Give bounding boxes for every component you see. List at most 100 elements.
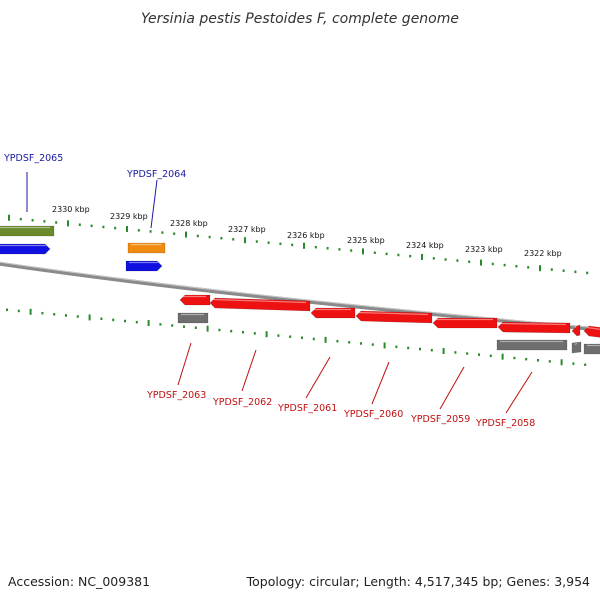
minor-tick xyxy=(385,252,388,256)
minor-tick xyxy=(76,315,79,318)
feature-gray-1 xyxy=(177,312,209,324)
major-tick xyxy=(501,353,504,360)
minor-tick xyxy=(171,324,174,327)
minor-tick xyxy=(114,226,117,230)
kbp-label: 2328 kbp xyxy=(170,219,208,228)
minor-tick xyxy=(173,232,176,235)
feature-red-edge xyxy=(583,325,600,338)
major-tick xyxy=(480,259,482,266)
minor-tick xyxy=(407,346,410,350)
kbp-label: 2327 kbp xyxy=(228,225,266,234)
minor-tick xyxy=(267,241,270,244)
minor-tick xyxy=(360,342,362,345)
feature-red-2060 xyxy=(355,310,433,324)
major-tick xyxy=(265,331,268,338)
minor-tick xyxy=(102,225,105,229)
major-tick xyxy=(539,265,541,272)
gene-leader-line xyxy=(305,356,331,399)
minor-tick xyxy=(220,236,223,240)
inner-tick-track xyxy=(6,308,587,366)
gene-leader-line xyxy=(241,349,257,392)
minor-tick xyxy=(149,230,152,233)
minor-tick xyxy=(336,339,339,343)
minor-tick xyxy=(208,235,211,239)
minor-tick xyxy=(489,354,492,358)
feature-red-2062 xyxy=(209,297,311,312)
minor-tick xyxy=(17,309,20,313)
minor-tick xyxy=(525,357,528,361)
feature-track xyxy=(0,225,600,355)
major-tick xyxy=(421,253,423,260)
minor-tick xyxy=(395,345,398,349)
feature-red-2059 xyxy=(432,317,498,329)
minor-tick xyxy=(100,317,103,321)
minor-tick xyxy=(548,360,551,363)
feature-orange-1 xyxy=(127,242,166,254)
feature-red-edge-highlight xyxy=(586,326,600,330)
minor-tick xyxy=(90,224,93,228)
minor-tick xyxy=(430,348,433,352)
minor-tick xyxy=(456,259,459,262)
gene-label: YPDSF_2064 xyxy=(126,169,186,180)
minor-tick xyxy=(468,260,471,263)
major-tick xyxy=(383,342,386,349)
feature-blue-2 xyxy=(125,260,163,272)
major-tick xyxy=(185,231,187,238)
minor-tick xyxy=(55,221,58,224)
minor-tick xyxy=(196,234,199,238)
feature-red-2061 xyxy=(310,307,356,319)
gene-leader-line xyxy=(150,179,158,229)
minor-tick xyxy=(65,314,67,317)
minor-tick xyxy=(137,229,140,232)
outer-tick-track xyxy=(8,214,589,275)
minor-tick xyxy=(19,217,22,221)
feature-green-1 xyxy=(0,225,55,237)
minor-tick xyxy=(112,318,115,322)
minor-tick xyxy=(277,334,280,337)
minor-tick xyxy=(397,253,400,257)
minor-tick xyxy=(159,323,162,326)
major-tick xyxy=(8,214,10,221)
minor-tick xyxy=(232,238,235,241)
kbp-label: 2325 kbp xyxy=(347,236,385,245)
minor-tick xyxy=(43,220,46,223)
minor-tick xyxy=(432,257,435,260)
genome-summary-text: Topology: circular; Length: 4,517,345 bp… xyxy=(246,574,590,589)
major-tick xyxy=(442,348,445,355)
minor-tick xyxy=(373,251,376,255)
minor-tick xyxy=(78,223,81,226)
gene-leader-line xyxy=(371,361,390,405)
minor-tick xyxy=(503,263,506,267)
minor-tick xyxy=(253,332,256,335)
minor-tick xyxy=(183,325,185,328)
feature-red-2058-highlight xyxy=(500,322,567,326)
minor-tick xyxy=(478,353,480,356)
minor-tick xyxy=(218,328,221,332)
minor-tick xyxy=(572,362,575,365)
minor-tick xyxy=(527,266,530,269)
kbp-label: 2323 kbp xyxy=(465,245,503,254)
minor-tick xyxy=(301,336,303,340)
minor-tick xyxy=(279,242,282,246)
minor-tick xyxy=(466,352,469,355)
feature-blue-1 xyxy=(0,243,51,255)
minor-tick xyxy=(124,319,126,323)
feature-red-2063 xyxy=(179,294,211,306)
minor-tick xyxy=(31,219,34,222)
kbp-label: 2322 kbp xyxy=(524,249,562,258)
feature-gray-3 xyxy=(571,341,582,354)
major-tick xyxy=(244,237,246,244)
gene-label: YPDSF_2059 xyxy=(410,414,470,425)
minor-tick xyxy=(53,313,56,316)
feature-gray-2 xyxy=(496,339,568,351)
minor-tick xyxy=(586,271,589,275)
minor-tick xyxy=(314,245,317,249)
minor-tick xyxy=(194,326,197,330)
gene-leader-line xyxy=(505,371,533,414)
minor-tick xyxy=(289,335,292,338)
feature-gray-4 xyxy=(583,343,600,355)
minor-tick xyxy=(338,248,341,251)
gene-leader-line xyxy=(177,342,192,386)
minor-tick xyxy=(350,249,353,252)
minor-tick xyxy=(312,337,315,341)
